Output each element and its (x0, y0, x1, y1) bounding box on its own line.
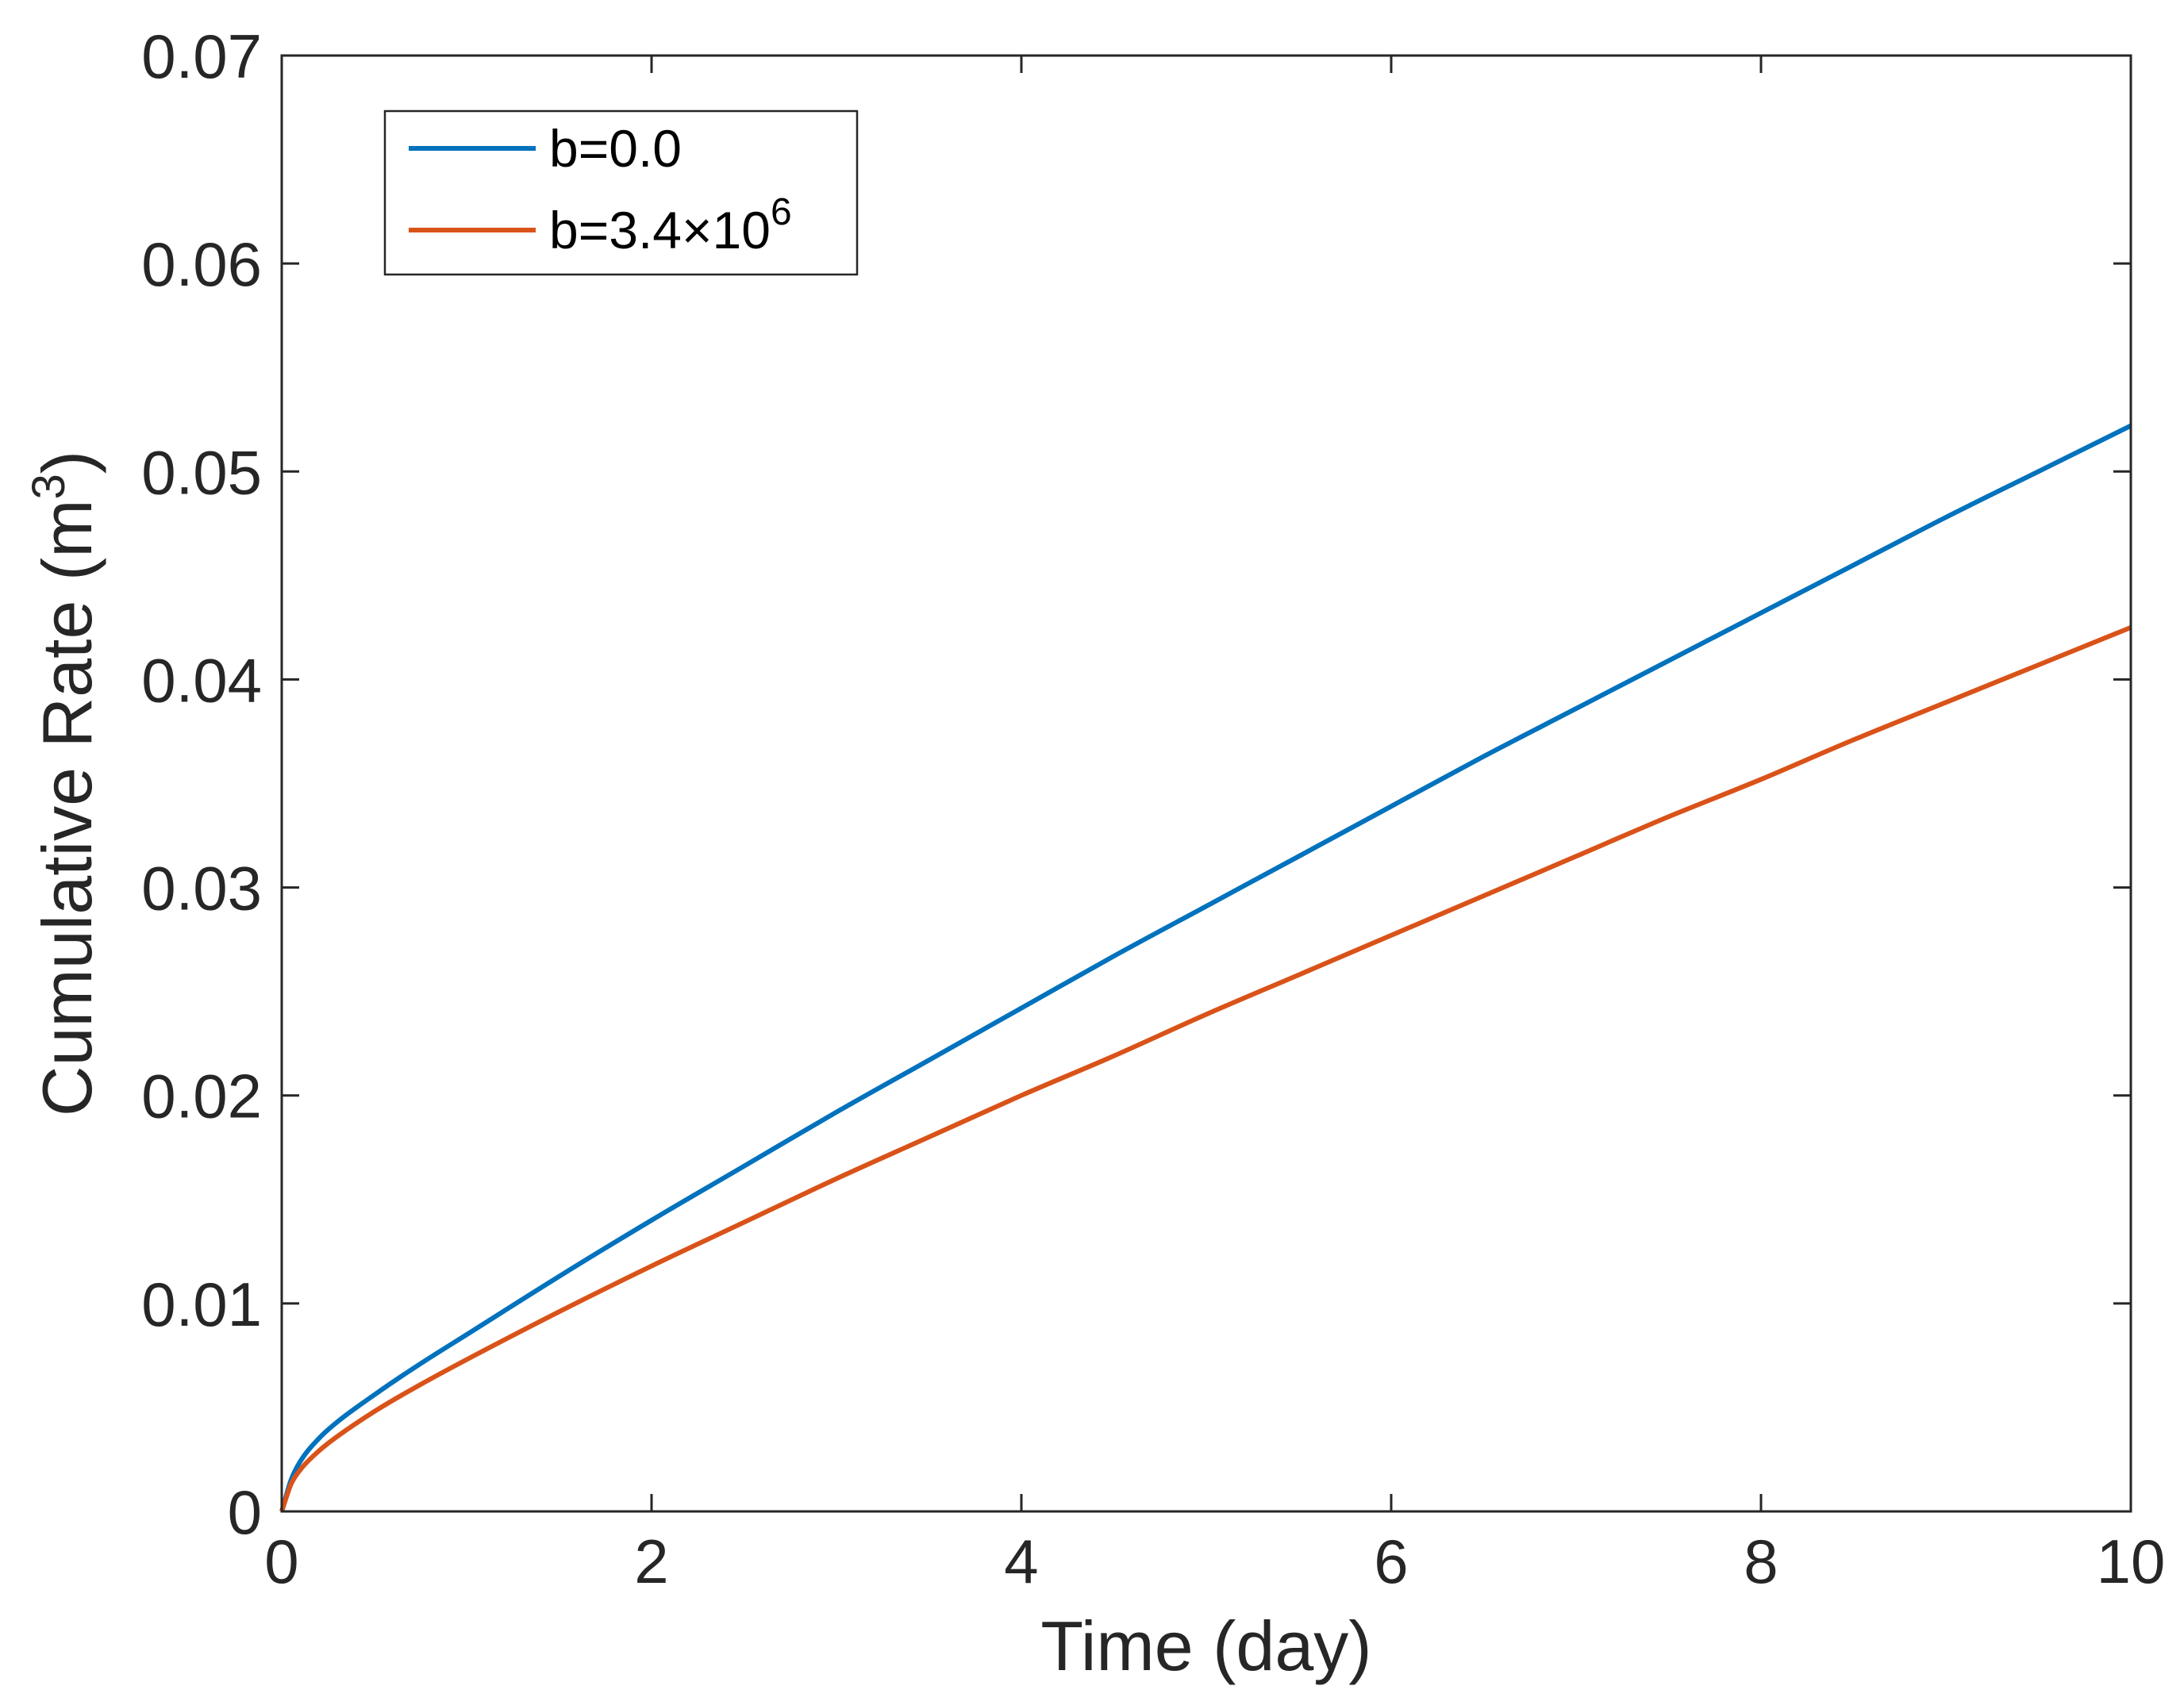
legend-box (383, 109, 859, 276)
legend-label-b34e6: b=3.4×106 (549, 191, 792, 259)
x-tick-label: 4 (1004, 1526, 1038, 1596)
y-axis-label-superscript: 3 (23, 474, 75, 499)
x-tick-label: 0 (264, 1526, 298, 1596)
y-tick-label: 0 (228, 1477, 262, 1547)
x-tick-label: 6 (1374, 1526, 1408, 1596)
x-tick-label: 2 (634, 1526, 668, 1596)
x-axis-label: Time (day) (1040, 1607, 1371, 1685)
y-axis-label: Cumulative Rate (m3) (23, 451, 106, 1116)
x-tick-label: 8 (1744, 1526, 1778, 1596)
axis-ticks (280, 54, 2132, 1513)
x-tick-label: 10 (2097, 1526, 2166, 1596)
legend-label-b0: b=0.0 (549, 119, 682, 178)
plot-frame (280, 54, 2132, 1513)
y-tick-label: 0.05 (141, 437, 262, 507)
y-tick-label: 0.01 (141, 1269, 262, 1339)
y-axis-label-main: Cumulative Rate (m (28, 500, 106, 1117)
legend-label-b34e6-main: b=3.4×10 (549, 201, 771, 259)
legend: b=0.0 b=3.4×106 (383, 109, 859, 276)
y-tick-label: 0.02 (141, 1062, 262, 1131)
tick-labels: 0 2 4 6 8 10 0 0.01 0.02 0.03 0.04 0.05 0.06 0.07 (141, 21, 2165, 1596)
series-lines (279, 423, 2132, 1512)
y-axis-label-close: ) (28, 451, 106, 474)
y-tick-label: 0.03 (141, 854, 262, 924)
y-tick-label: 0.06 (141, 229, 262, 299)
legend-label-b34e6-superscript: 6 (771, 191, 792, 233)
y-tick-label: 0.07 (141, 21, 262, 91)
series-line-0 (279, 423, 2132, 1512)
y-tick-label: 0.04 (141, 645, 262, 715)
series-line-1 (279, 625, 2132, 1512)
